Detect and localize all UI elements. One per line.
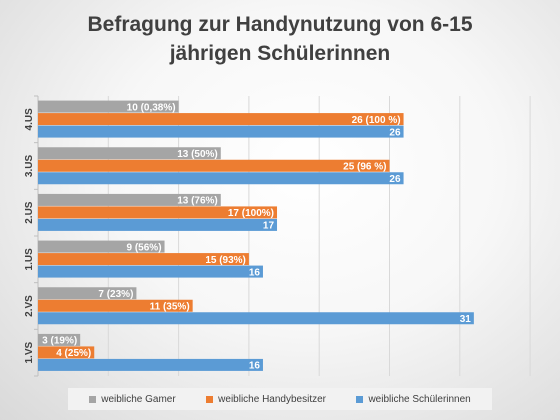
category-label: 4.US — [24, 108, 35, 131]
bar — [38, 125, 404, 138]
chart-title: Befragung zur Handynutzung von 6-15 jähr… — [60, 10, 500, 68]
bar-data-label: 31 — [460, 314, 472, 325]
category-label: 1.VS — [24, 342, 35, 364]
bar-data-label: 7 (23%) — [98, 289, 133, 300]
category-label: 3.US — [24, 155, 35, 178]
legend-label-handybesitzer: weibliche Handybesitzer — [218, 393, 326, 405]
legend-item-handybesitzer: weibliche Handybesitzer — [206, 394, 326, 405]
bar — [38, 147, 221, 160]
legend-label-schuelerinnen: weibliche Schülerinnen — [368, 393, 471, 405]
bar-data-label: 26 — [389, 174, 401, 185]
chart-title-line-1: Befragung zur Handynutzung von 6-15 — [87, 13, 473, 36]
bar-data-label: 11 (35%) — [150, 302, 190, 313]
bar-data-label: 4 (25%) — [56, 348, 91, 359]
bar-data-label: 26 (100 %) — [352, 115, 401, 126]
bar — [38, 358, 263, 371]
bar — [38, 193, 221, 206]
bar-data-label: 3 (19%) — [42, 336, 77, 347]
bar-data-label: 13 (50%) — [177, 149, 218, 160]
bar-data-label: 17 — [263, 221, 275, 232]
bar — [38, 287, 137, 300]
legend-swatch-handybesitzer — [206, 395, 214, 403]
bar-data-label: 25 (96 %) — [343, 162, 386, 173]
legend-swatch-gamer — [89, 395, 97, 403]
bar — [38, 312, 474, 325]
bar — [38, 206, 278, 219]
bar — [38, 240, 165, 253]
bar-data-label: 15 (93%) — [205, 255, 246, 266]
bar — [38, 265, 263, 278]
bar — [38, 100, 179, 113]
bar-data-label: 17 (100%) — [228, 208, 274, 219]
bar — [38, 299, 193, 312]
bar — [38, 218, 278, 231]
bar — [38, 113, 404, 126]
bar-data-label: 13 (76%) — [177, 196, 218, 207]
bar-data-label: 26 — [389, 127, 401, 138]
bar-data-label: 10 (0,38%) — [127, 102, 176, 113]
legend: weibliche Gamer weibliche Handybesitzer … — [68, 388, 492, 410]
bar — [38, 333, 81, 346]
bar-data-label: 16 — [249, 361, 261, 372]
chart-title-line-2: jährigen Schülerinnen — [169, 42, 391, 65]
legend-item-gamer: weibliche Gamer — [89, 393, 176, 405]
legend-swatch-schuelerinnen — [356, 395, 364, 403]
category-label: 2.US — [24, 201, 35, 224]
bar — [38, 346, 95, 359]
bar-data-label: 16 — [249, 267, 261, 278]
legend-label-gamer: weibliche Gamer — [101, 393, 176, 405]
bar-data-label: 9 (56%) — [127, 242, 162, 253]
bar — [38, 253, 249, 266]
category-label: 2.VS — [24, 295, 35, 317]
legend-item-schuelerinnen: weibliche Schülerinnen — [356, 393, 471, 405]
category-label: 1.US — [24, 248, 35, 271]
bar — [38, 159, 390, 172]
bar — [38, 172, 404, 185]
